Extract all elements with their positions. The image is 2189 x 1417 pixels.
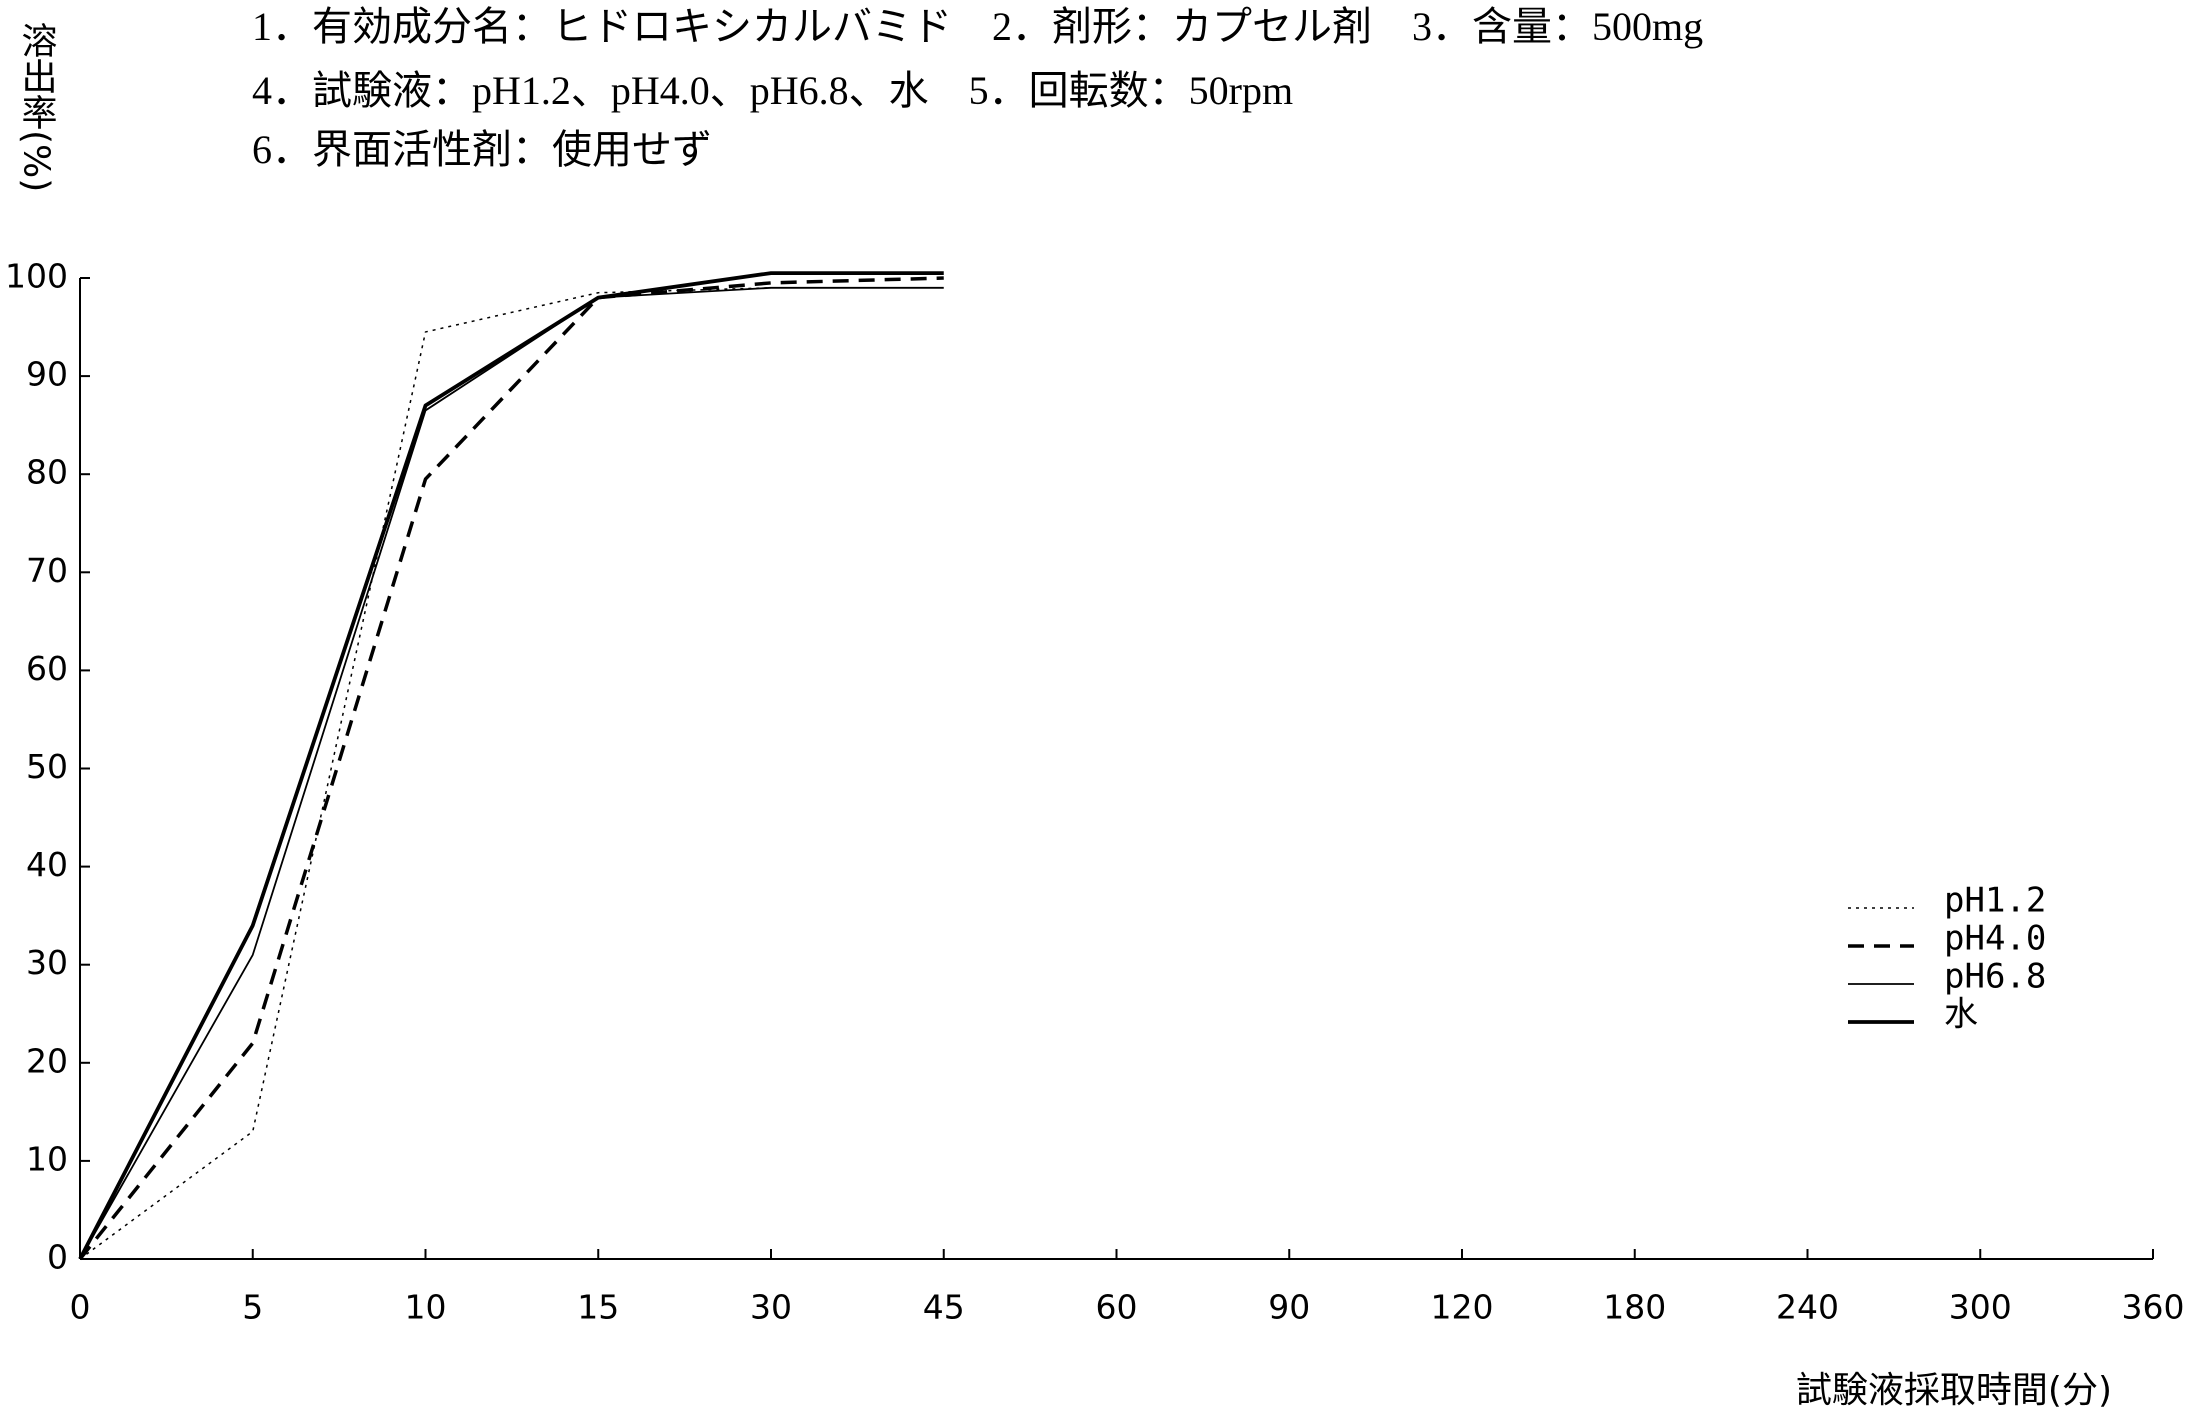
legend-label: 水 bbox=[1944, 995, 1978, 1035]
x-tick-label: 240 bbox=[1776, 1288, 1839, 1327]
x-tick-label: 300 bbox=[1949, 1288, 2012, 1327]
x-tick-label: 180 bbox=[1603, 1288, 1666, 1327]
legend-label: pH1.2 bbox=[1944, 881, 2046, 921]
series-line bbox=[79, 287, 944, 1260]
legend-label: pH6.8 bbox=[1944, 957, 2046, 997]
header-line: 6．界面活性剤：使用せず bbox=[252, 127, 712, 172]
y-tick-label: 80 bbox=[26, 453, 68, 492]
x-tick-label: 90 bbox=[1268, 1288, 1310, 1327]
y-tick-label: 10 bbox=[26, 1139, 68, 1178]
y-tick-label: 100 bbox=[5, 257, 68, 296]
y-tick-label: 20 bbox=[26, 1041, 68, 1080]
x-tick-label: 120 bbox=[1431, 1288, 1494, 1327]
legend-label: pH4.0 bbox=[1944, 919, 2046, 959]
x-tick-label: 360 bbox=[2122, 1288, 2185, 1327]
y-tick-label: 30 bbox=[26, 943, 68, 982]
x-tick-label: 10 bbox=[405, 1288, 447, 1327]
x-tick-label: 15 bbox=[577, 1288, 619, 1327]
x-tick-label: 30 bbox=[750, 1288, 792, 1327]
y-tick-label: 70 bbox=[26, 551, 68, 590]
series-line bbox=[79, 286, 944, 1260]
x-tick-label: 60 bbox=[1096, 1288, 1138, 1327]
x-axis-label: 試験液採取時間(分) bbox=[1796, 1370, 2112, 1411]
y-tick-label: 90 bbox=[26, 355, 68, 394]
y-tick-label: 60 bbox=[26, 649, 68, 688]
series-line bbox=[78, 271, 944, 1260]
series-line bbox=[78, 276, 944, 1261]
y-tick-label: 50 bbox=[26, 747, 68, 786]
header-line: 4．試験液：pH1.2、pH4.0、pH6.8、水 5．回転数：50rpm bbox=[252, 68, 1293, 113]
x-tick-label: 45 bbox=[923, 1288, 965, 1327]
x-tick-label: 5 bbox=[242, 1288, 263, 1327]
x-tick-label: 0 bbox=[70, 1288, 91, 1327]
header-line: 1．有効成分名：ヒドロキシカルバミド 2．剤形：カプセル剤 3．含量：500mg bbox=[252, 4, 1703, 49]
y-tick-label: 40 bbox=[26, 845, 68, 884]
y-tick-label: 0 bbox=[47, 1238, 68, 1277]
y-axis-label: 溶出率(%) bbox=[16, 22, 57, 193]
